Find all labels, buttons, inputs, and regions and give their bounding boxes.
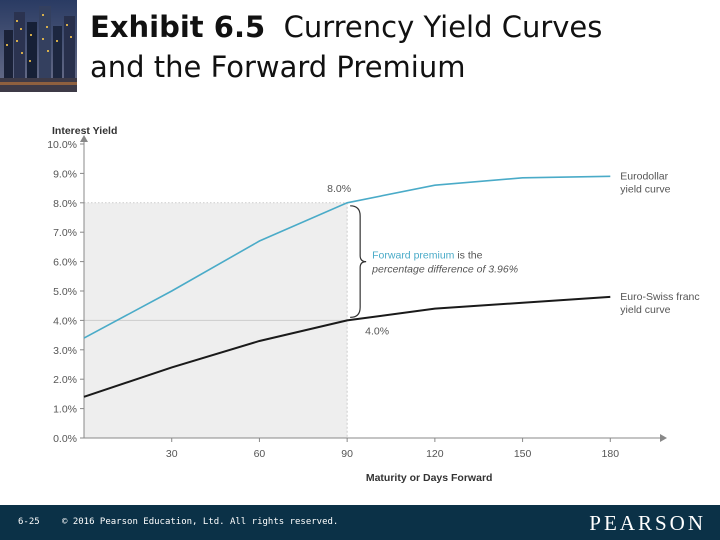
y-tick-label: 5.0% [53,286,77,298]
x-tick-label: 60 [254,448,266,460]
euro-swiss-franc-label: yield curve [620,304,670,316]
y-axis-arrow [80,135,88,142]
forward-premium-highlight: Forward premium [372,250,455,262]
title-text-line2: and the Forward Premium [90,50,466,84]
x-axis-title: Maturity or Days Forward [366,472,493,484]
forward-premium-note: Forward premium is the [372,250,482,262]
point-label-4pct: 4.0% [365,325,389,337]
x-tick-label: 150 [514,448,532,460]
x-tick-label: 90 [341,448,353,460]
y-tick-label: 0.0% [53,433,77,445]
city-skyline-image [0,0,77,92]
forward-premium-rest: is the [454,250,482,262]
y-tick-label: 2.0% [53,374,77,386]
x-axis-arrow [660,434,667,442]
x-tick-label: 30 [166,448,178,460]
pearson-logo: PEARSON [589,511,706,535]
title-exhibit-number: Exhibit 6.5 [90,10,266,44]
y-tick-label: 10.0% [47,139,77,151]
copyright-text: © 2016 Pearson Education, Ltd. All right… [62,517,339,527]
point-label-8pct: 8.0% [327,183,351,195]
slide-number: 6-25 [18,517,40,527]
y-tick-label: 3.0% [53,345,77,357]
forward-premium-note-line2: percentage difference of 3.96% [371,264,518,276]
y-tick-label: 6.0% [53,257,77,269]
y-tick-label: 9.0% [53,168,77,180]
slide-title: Exhibit 6.5 Currency Yield Curves and th… [90,7,710,87]
yield-curve-chart: 0.0% 1.0% 2.0% 3.0% 4.0% 5.0% 6.0% 7.0% 8.0% 9.0%… [47,125,699,484]
y-tick-label: 1.0% [53,404,77,416]
y-tick-label: 7.0% [53,227,77,239]
eurodollar-line [83,175,611,339]
y-tick-label: 4.0% [53,315,77,327]
y-axis-title: Interest Yield [52,125,117,137]
x-tick-label: 120 [426,448,444,460]
euro-swiss-franc-line [83,295,611,398]
y-tick-label: 8.0% [53,198,77,210]
title-text-line1: Currency Yield Curves [283,10,603,44]
euro-swiss-franc-label: Euro-Swiss franc [620,291,699,303]
eurodollar-label: Eurodollar [620,170,668,182]
forward-premium-brace [350,205,367,318]
eurodollar-label: yield curve [620,183,670,195]
footer-bar: 6-25 © 2016 Pearson Education, Ltd. All … [0,505,720,540]
x-tick-label: 180 [602,448,620,460]
